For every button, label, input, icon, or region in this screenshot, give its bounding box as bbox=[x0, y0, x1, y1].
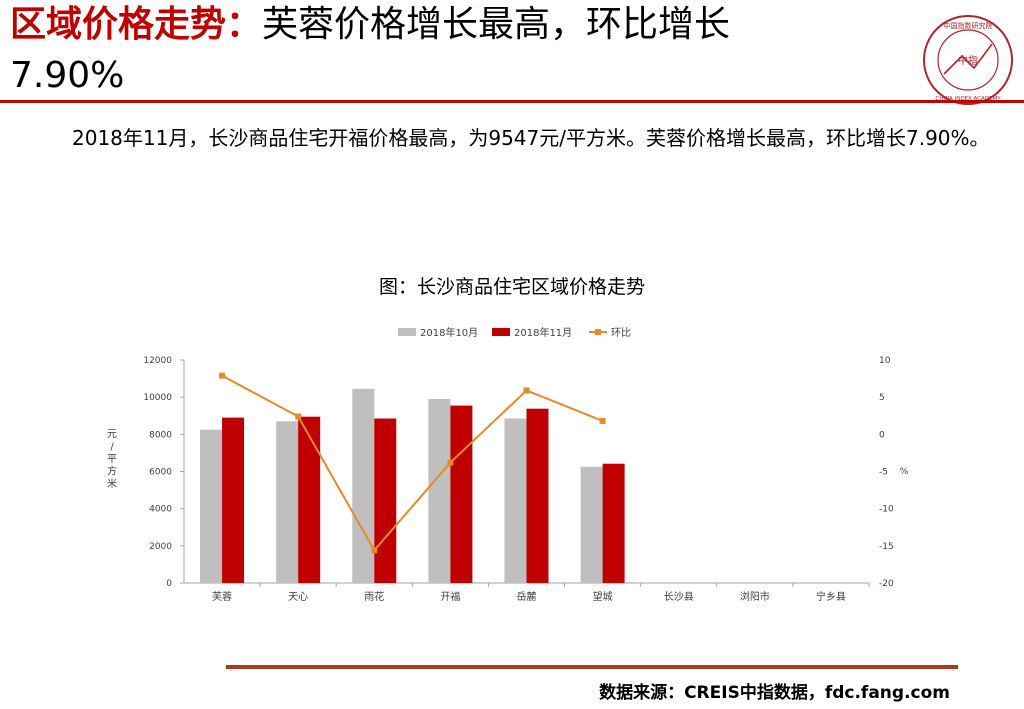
mom-point bbox=[447, 459, 454, 466]
y-tick-label: 12000 bbox=[143, 356, 172, 366]
y2-tick-label: 5 bbox=[879, 393, 885, 403]
bar-nov bbox=[222, 417, 245, 583]
legend-label: 2018年10月 bbox=[420, 326, 478, 339]
bar-oct bbox=[428, 399, 451, 583]
y-tick-label: 4000 bbox=[149, 505, 172, 515]
bar-nov bbox=[602, 463, 625, 583]
legend-swatch bbox=[492, 328, 510, 336]
legend-marker bbox=[595, 329, 601, 335]
y-tick-label: 0 bbox=[166, 579, 172, 589]
y2-axis-label: % bbox=[900, 467, 909, 477]
y2-tick-label: -10 bbox=[879, 505, 894, 515]
x-tick-label: 岳麓 bbox=[517, 590, 537, 603]
logo-center-text: 中指 bbox=[958, 54, 978, 67]
title-divider bbox=[0, 100, 1024, 103]
x-tick-label: 开福 bbox=[440, 590, 460, 603]
title-line2: 7.90% bbox=[10, 55, 125, 96]
logo-ring-text: CHINA INDEX ACADEMY bbox=[935, 96, 1001, 102]
bar-oct bbox=[276, 421, 299, 583]
y-tick-label: 2000 bbox=[149, 542, 172, 552]
y2-tick-label: -15 bbox=[879, 542, 894, 552]
bar-oct bbox=[504, 418, 527, 583]
y2-tick-label: -5 bbox=[879, 468, 888, 478]
y-axis-label-char: 方 bbox=[107, 465, 117, 478]
x-tick-label: 天心 bbox=[288, 591, 308, 603]
data-source: 数据来源：CREIS中指数据，fdc.fang.com bbox=[599, 683, 950, 703]
mom-point bbox=[219, 372, 226, 379]
summary-paragraph: 2018年11月，长沙商品住宅开福价格最高，为9547元/平方米。芙蓉价格增长最… bbox=[72, 126, 990, 150]
bar-oct bbox=[200, 429, 223, 583]
page-title: 区域价格走势：芙蓉价格增长最高，环比增长 bbox=[10, 4, 910, 46]
mom-line bbox=[221, 374, 603, 553]
y2-tick-label: -20 bbox=[879, 579, 894, 589]
mom-point bbox=[295, 413, 302, 420]
bar-oct bbox=[580, 466, 603, 583]
y-axis-label-char: 米 bbox=[107, 477, 117, 490]
y2-tick-label: 0 bbox=[879, 430, 885, 440]
title-rest: 芙蓉价格增长最高，环比增长 bbox=[262, 4, 731, 45]
footer-divider bbox=[226, 665, 958, 669]
x-tick-label: 雨花 bbox=[364, 590, 384, 603]
x-tick-label: 芙蓉 bbox=[212, 590, 232, 603]
y-tick-label: 8000 bbox=[149, 430, 172, 440]
x-tick-label: 望城 bbox=[593, 590, 613, 603]
bar-oct bbox=[352, 388, 375, 583]
y-axis-label-char: 元 bbox=[107, 429, 117, 440]
legend-swatch bbox=[398, 328, 416, 336]
logo-top-text: 中国指数研究院 bbox=[944, 21, 993, 30]
logo: 中指 中国指数研究院 CHINA INDEX ACADEMY bbox=[923, 15, 1013, 105]
y-axis-label-char: 平 bbox=[107, 454, 117, 465]
mom-point bbox=[599, 417, 606, 424]
y-axis-label-char: / bbox=[110, 442, 114, 453]
x-tick-label: 浏阳市 bbox=[740, 590, 770, 603]
y2-tick-label: 10 bbox=[879, 356, 891, 366]
bar-nov bbox=[298, 416, 321, 583]
x-tick-label: 宁乡县 bbox=[816, 590, 846, 603]
bar-nov bbox=[450, 405, 473, 583]
bar-nov bbox=[526, 408, 549, 583]
chart-title: 图：长沙商品住宅区域价格走势 bbox=[378, 276, 645, 298]
y-tick-label: 6000 bbox=[149, 468, 172, 478]
legend-label: 环比 bbox=[611, 327, 631, 339]
title-highlight: 区域价格走势： bbox=[10, 4, 263, 45]
mom-point bbox=[523, 387, 530, 394]
y-tick-label: 10000 bbox=[143, 393, 172, 403]
bar-nov bbox=[374, 418, 397, 583]
x-tick-label: 长沙县 bbox=[664, 591, 694, 603]
legend-label: 2018年11月 bbox=[514, 326, 572, 339]
mom-point bbox=[371, 547, 378, 554]
